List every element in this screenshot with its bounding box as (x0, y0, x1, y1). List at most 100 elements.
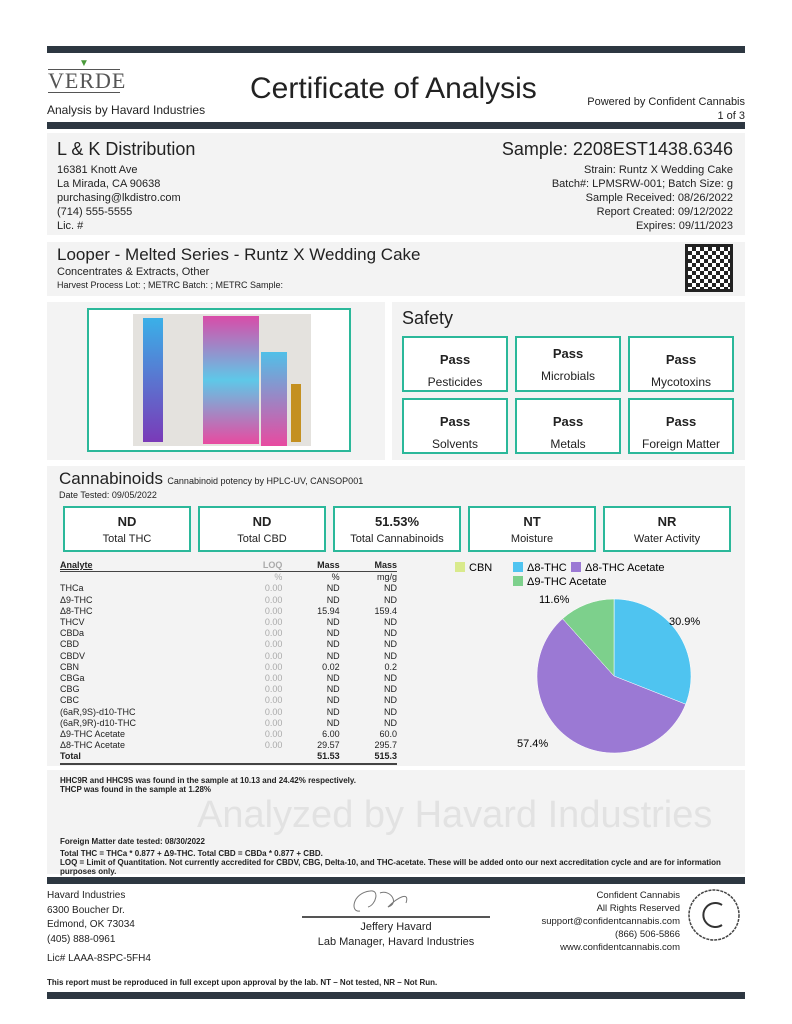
table-cell: 295.7 (374, 740, 397, 751)
lab-address: Havard Industries 6300 Boucher Dr. Edmon… (47, 889, 135, 947)
confident-cannabis-seal (688, 889, 740, 941)
table-cell: 0.00 (264, 583, 283, 594)
product-category: Concentrates & Extracts, Other (57, 266, 210, 278)
safety-status: Pass (439, 414, 471, 429)
summary-value: 51.53% (374, 514, 420, 529)
page-title: Certificate of Analysis (250, 72, 537, 105)
table-cell: CBDV (60, 650, 86, 661)
qr-code[interactable] (685, 244, 733, 292)
legend-swatch (571, 562, 581, 572)
table-cell: 0.00 (264, 684, 283, 695)
image-panel (47, 302, 385, 460)
disclaimer: This report must be reproduced in full e… (47, 978, 438, 987)
powered-by: Powered by Confident Cannabis (587, 96, 745, 108)
top-bar (47, 46, 745, 53)
table-cell: ND (326, 617, 340, 628)
table-row: CBG 0.00 ND ND (60, 684, 397, 695)
lab-phone: (405) 888-0961 (47, 933, 116, 945)
table-cell: ND (384, 639, 397, 650)
table-row: Δ8-THC Acetate 0.00 29.57 295.7 (60, 740, 397, 751)
table-row: THCV 0.00 ND ND (60, 617, 397, 628)
expires: Expires: 09/11/2023 (635, 220, 733, 232)
table-cell: THCV (60, 617, 85, 628)
safety-metals: Pass Metals (515, 398, 621, 454)
legend-label: CBN (469, 562, 492, 574)
header-cell: Mass (317, 560, 340, 570)
pie-chart: CBN Δ8-THC Δ8-THC Acetate Δ9-THC Acetate 30.… (455, 562, 700, 754)
table-cell: 0.00 (264, 661, 283, 672)
cc-website: www.confidentcannabis.com (560, 942, 680, 953)
table-cell: 0.00 (264, 617, 283, 628)
footer-bar (47, 877, 745, 884)
note-hhc: HHC9R and HHC9S was found in the sample … (60, 776, 356, 785)
summary-label: Total Cannabinoids (350, 533, 444, 545)
unit-cell: % (274, 572, 283, 583)
pie-label: 11.6% (539, 594, 570, 606)
table-cell: Δ9-THC (60, 594, 93, 605)
legend-swatch (455, 562, 465, 572)
legend-swatch (513, 562, 523, 572)
safety-status: Pass (552, 414, 584, 429)
image-frame (87, 308, 351, 452)
table-row: (6aR,9R)-d10-THC 0.00 ND ND (60, 718, 397, 729)
table-cell: ND (384, 717, 397, 728)
header-cell: Mass (374, 560, 397, 570)
signature (353, 890, 408, 912)
cannabinoids-title: Cannabinoids (59, 469, 163, 488)
unit-cell: mg/g (376, 572, 397, 583)
cc-phone: (866) 506-5866 (615, 929, 680, 940)
table-cell: 0.00 (264, 628, 283, 639)
client-license: Lic. # (57, 220, 84, 232)
table-row: CBC 0.00 ND ND (60, 695, 397, 706)
table-cell: ND (326, 639, 340, 650)
table-cell: CBC (60, 695, 80, 706)
table-row: CBN 0.00 0.02 0.2 (60, 662, 397, 673)
legend-label: Δ9-THC Acetate (527, 576, 607, 588)
product-photo (133, 314, 311, 446)
table-cell: ND (384, 706, 397, 717)
summary-water-activity: NR Water Activity (603, 506, 731, 552)
table-cell: CBGa (60, 673, 85, 684)
table-cell: Δ8-THC Acetate (60, 740, 126, 751)
safety-label: Metals (550, 437, 586, 451)
safety-label: Microbials (540, 369, 595, 383)
table-cell: ND (326, 706, 340, 717)
table-cell: 0.00 (264, 717, 283, 728)
table-row: THCa 0.00 ND ND (60, 583, 397, 594)
table-cell: ND (326, 673, 340, 684)
table-row: CBD 0.00 ND ND (60, 639, 397, 650)
summary-value: NR (657, 514, 677, 529)
table-cell: 29.57 (317, 740, 340, 751)
summary-total-cbd: ND Total CBD (198, 506, 326, 552)
client-name: L & K Distribution (57, 139, 196, 159)
table-cell: 0.02 (322, 661, 340, 672)
lab-name: Havard Industries (47, 890, 126, 901)
cc-rights: All Rights Reserved (596, 903, 680, 914)
table-cell: ND (384, 583, 397, 594)
table-row: CBDa 0.00 ND ND (60, 628, 397, 639)
note-loq: LOQ = Limit of Quantitation. Not current… (60, 858, 721, 876)
pie-slice (536, 618, 686, 754)
safety-microbials: Pass Microbials (515, 336, 621, 392)
pie-slice (613, 598, 692, 705)
date-tested: Date Tested: 09/05/2022 (59, 490, 157, 500)
table-cell: CBG (60, 684, 80, 695)
table-cell: ND (326, 583, 340, 594)
product-panel: Looper - Melted Series - Runtz X Wedding… (47, 242, 745, 296)
table-header: Analyte LOQ Mass Mass (60, 560, 397, 572)
table-cell: 0.00 (264, 740, 283, 751)
note-total: Total THC = THCa * 0.877 + Δ9-THC. Total… (60, 849, 323, 858)
summary-total-thc: ND Total THC (63, 506, 191, 552)
table-cell: ND (384, 594, 397, 605)
units-row: %% mg/g (60, 572, 397, 584)
header-cell: LOQ (262, 560, 283, 570)
table-row: (6aR,9S)-d10-THC 0.00 ND ND (60, 707, 397, 718)
table-cell: 6.00 (322, 729, 340, 740)
table-row: Δ9-THC 0.00 ND ND (60, 595, 397, 606)
table-cell: (6aR,9S)-d10-THC (60, 706, 136, 717)
table-cell: 0.00 (264, 695, 283, 706)
table-cell: 60.0 (379, 729, 397, 740)
report-created: Report Created: 09/12/2022 (596, 206, 733, 218)
summary-moisture: NT Moisture (468, 506, 596, 552)
table-cell: (6aR,9R)-d10-THC (60, 717, 137, 728)
